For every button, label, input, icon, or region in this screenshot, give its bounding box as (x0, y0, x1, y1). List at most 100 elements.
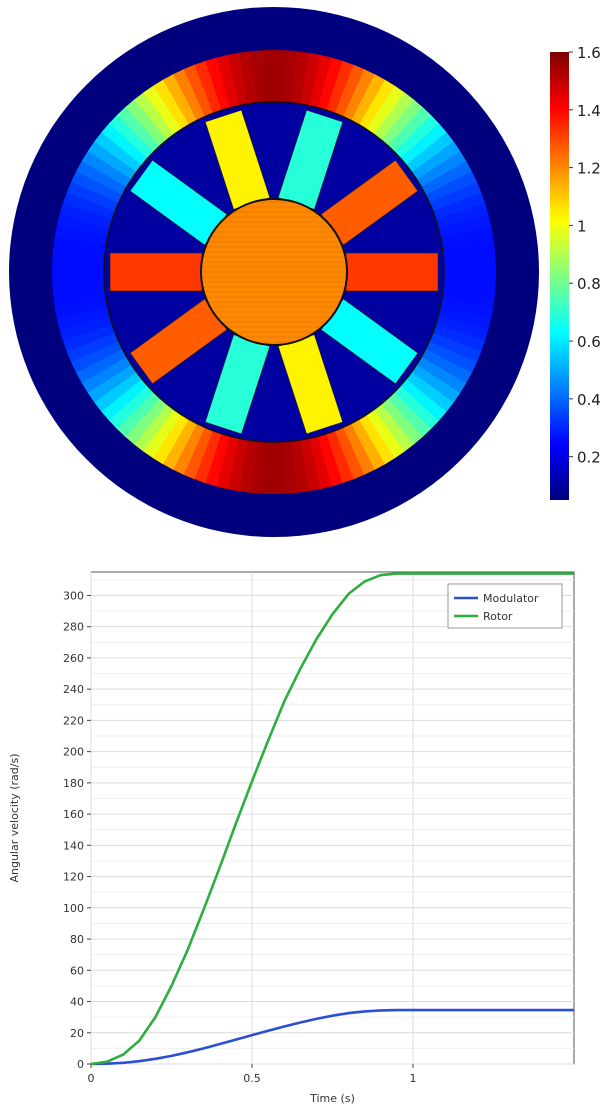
stator-ring-sector (108, 385, 154, 429)
y-tick-label: 160 (63, 808, 84, 821)
stator-ring-sector (226, 438, 248, 492)
stator-ring-sector (101, 122, 149, 166)
colorbar-tick-label: 0.2 (577, 449, 601, 467)
legend-label: Modulator (483, 592, 539, 605)
stator-ring-sector (425, 341, 477, 374)
stator-ring-sector (70, 340, 123, 373)
stator-ring-sector (227, 52, 249, 106)
x-tick-label: 0.5 (243, 1072, 261, 1085)
stator-ring-sector (373, 92, 415, 141)
stator-ring-sector (52, 259, 105, 272)
angular-velocity-chart: 0 0.5 1 0 20 40 60 80 100 120 140 160 180 200 220 240 2… (8, 571, 575, 1105)
stator-ring-sector (438, 214, 492, 238)
stator-ring-sector (76, 160, 128, 195)
legend: Modulator Rotor (447, 583, 563, 629)
stator-ring-sector (399, 378, 447, 422)
stator-ring-sector (351, 74, 386, 126)
stator-ring-sector (429, 181, 482, 212)
y-tick-label: 120 (63, 871, 84, 884)
stator-ring-sector (204, 433, 231, 487)
magnet-bar (345, 252, 439, 292)
stator-ring-sector (152, 414, 189, 465)
stator-ring-sector (405, 371, 454, 413)
colorbar-tick-label: 1.2 (577, 160, 601, 178)
stator-ring-sector (429, 332, 482, 364)
stator-ring-sector (380, 99, 424, 147)
x-tick-label: 0 (88, 1072, 95, 1085)
stator-ring-sector (59, 202, 113, 229)
stator-ring-sector (116, 391, 161, 437)
y-tick-label: 40 (70, 996, 84, 1009)
stator-ring-sector (172, 423, 205, 475)
stator-ring-sector (62, 191, 116, 220)
stator-ring-sector (194, 60, 223, 114)
stator-ring-sector (62, 323, 116, 352)
legend-label: Rotor (483, 610, 513, 623)
stator-ring-sector (54, 224, 108, 246)
stator-ring-sector (435, 203, 489, 229)
stator-ring-sector (125, 98, 168, 146)
legend-box (447, 583, 563, 629)
stator-ring-sector (416, 357, 467, 394)
stator-ring-sector (52, 271, 105, 284)
series-line-modulator (90, 1008, 574, 1066)
stator-ring-sector (387, 107, 432, 153)
stator-ring-sector (394, 115, 440, 159)
rotor-hatch (202, 201, 346, 343)
stator-ring-sector (56, 213, 110, 237)
stator-ring-sector (373, 404, 414, 453)
stator-ring-sector (52, 280, 105, 296)
stator-ring-sector (432, 192, 486, 221)
stator-ring-sector (440, 298, 494, 320)
stator-ring-sector (443, 248, 496, 264)
stator-ring-sector (66, 180, 119, 212)
stator-ring-sector (109, 114, 155, 159)
stator-ring-sector (87, 140, 137, 180)
y-tick-label: 0 (77, 1058, 84, 1071)
stator-ring-sector (282, 441, 298, 494)
stator-ring-sector (134, 91, 175, 140)
stator-ring-sector (421, 161, 473, 196)
stator-ring-sector (71, 170, 123, 203)
stator-ring-sector (300, 52, 322, 106)
stator-ring-sector (317, 433, 343, 487)
colorbar-tick-label: 0.8 (577, 275, 601, 293)
colorbar-tick-label: 1 (577, 217, 587, 235)
stator-ring-sector (66, 332, 119, 363)
stator-ring-sector (142, 409, 182, 459)
stator-ring-sector (366, 409, 405, 459)
stator-ring-sector (299, 438, 321, 492)
stator-ring-sector (205, 57, 231, 111)
stator-ring-sector (117, 106, 161, 152)
x-tick-label: 1 (410, 1072, 417, 1085)
plot-area (90, 571, 575, 1065)
stator-ring-sector (291, 51, 310, 105)
y-tick-label: 20 (70, 1027, 84, 1040)
stator-ring-sector (440, 225, 494, 247)
stator-ring-sector (238, 439, 257, 493)
stator-ring-sector (380, 398, 423, 446)
y-tick-label: 280 (63, 621, 84, 634)
stator-ring-sector (441, 289, 495, 308)
stator-ring-sector (163, 73, 198, 125)
y-tick-label: 300 (63, 589, 84, 602)
stator-ring-sector (274, 50, 287, 103)
colorbar-scale (550, 52, 569, 500)
y-tick-label: 260 (63, 652, 84, 665)
stator-ring-sector (443, 272, 496, 285)
stator-ring-sector (435, 315, 489, 342)
stator-ring-sector (420, 349, 472, 384)
stator-ring-sector (93, 371, 142, 412)
y-axis-label: Angular velocity (rad/s) (8, 753, 21, 882)
x-axis-label: Time (s) (309, 1092, 355, 1105)
stator-ring-sector (81, 150, 132, 187)
stator-ring-sector (216, 54, 240, 108)
stator-ring-sector (358, 414, 395, 465)
stator-ring-sector (387, 392, 431, 438)
stator-ring-sector (273, 441, 286, 494)
colorbar-tick-label: 0.4 (577, 391, 601, 409)
stator-ring-sector (438, 307, 492, 331)
stator-ring-sector (432, 324, 486, 353)
stator-ring-sector (87, 364, 137, 403)
stator-ring-sector (81, 356, 132, 393)
